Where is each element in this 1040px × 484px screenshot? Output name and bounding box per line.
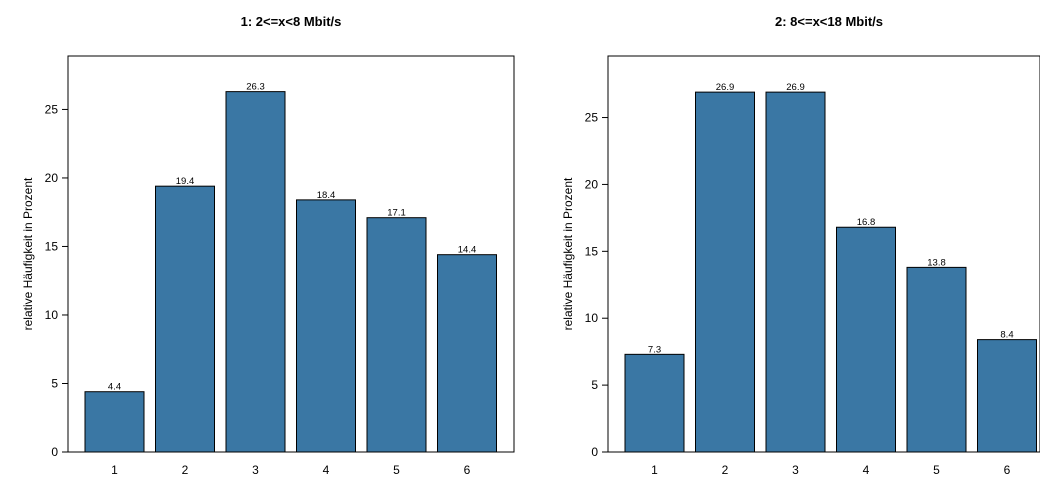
- bar-3: [225, 91, 286, 453]
- y-tick-label: 15: [45, 239, 59, 253]
- y-tick-label: 0: [591, 445, 598, 459]
- chart-title: 1: 2<=x<8 Mbit/s: [241, 14, 342, 29]
- bar-5: [366, 217, 427, 453]
- bar-value-label: 14.4: [458, 245, 477, 256]
- bar-6: [437, 254, 497, 453]
- y-tick-label: 5: [591, 378, 598, 392]
- bar-5: [906, 266, 967, 453]
- y-axis-label: relative Häufigkeit in Prozent: [21, 177, 35, 330]
- bar-1: [624, 353, 685, 453]
- bar-value-label: 8.4: [1000, 330, 1013, 341]
- y-tick-label: 25: [585, 111, 599, 125]
- bar-value-label: 17.1: [387, 208, 406, 219]
- y-tick-label: 10: [585, 311, 599, 325]
- bar-value-label: 26.9: [786, 82, 805, 93]
- x-tick-label: 3: [252, 463, 259, 477]
- x-tick-label: 6: [1004, 463, 1011, 477]
- y-tick-label: 20: [585, 177, 599, 191]
- x-tick-label: 5: [933, 463, 940, 477]
- y-tick-label: 20: [45, 171, 59, 185]
- x-tick-label: 1: [111, 463, 118, 477]
- chart-title: 2: 8<=x<18 Mbit/s: [775, 14, 883, 29]
- bar-value-label: 7.3: [648, 344, 661, 355]
- bar-value-label: 16.8: [857, 217, 876, 228]
- chart-panel-1: 1: 2<=x<8 Mbit/s relative Häufigkeit in P…: [21, 14, 515, 477]
- bar-3: [765, 91, 826, 453]
- bar-6: [977, 339, 1037, 453]
- x-tick-label: 2: [182, 463, 189, 477]
- bar-1: [84, 391, 145, 453]
- y-tick-label: 15: [585, 244, 599, 258]
- bar-value-label: 19.4: [176, 176, 195, 187]
- x-tick-label: 1: [651, 463, 658, 477]
- x-tick-label: 6: [464, 463, 471, 477]
- chart-panel-2: 2: 8<=x<18 Mbit/s relative Häufigkeit in …: [561, 14, 1040, 477]
- y-axis-label: relative Häufigkeit in Prozent: [561, 177, 575, 330]
- bar-value-label: 26.9: [716, 82, 735, 93]
- bar-value-label: 26.3: [246, 82, 265, 93]
- bar-2: [695, 91, 755, 453]
- y-tick-label: 25: [45, 102, 59, 116]
- x-tick-label: 2: [722, 463, 729, 477]
- x-tick-label: 4: [323, 463, 330, 477]
- bar-value-label: 13.8: [927, 257, 946, 268]
- bar-value-label: 18.4: [317, 190, 336, 201]
- y-tick-label: 0: [51, 445, 58, 459]
- bar-2: [155, 185, 215, 453]
- plot-frame: [67, 55, 515, 453]
- bar-4: [296, 199, 356, 453]
- y-tick-label: 5: [51, 376, 58, 390]
- y-tick-label: 10: [45, 308, 59, 322]
- bar-value-label: 4.4: [108, 382, 121, 393]
- x-tick-label: 4: [863, 463, 870, 477]
- x-tick-label: 5: [393, 463, 400, 477]
- x-tick-label: 3: [792, 463, 799, 477]
- bar-4: [836, 226, 896, 453]
